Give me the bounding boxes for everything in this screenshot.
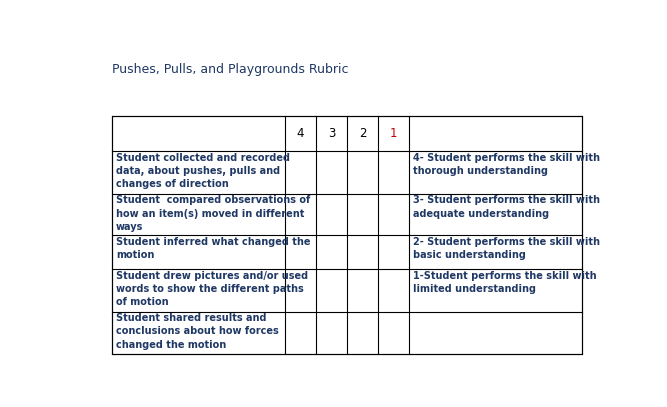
Text: 1: 1	[390, 127, 398, 140]
Text: 2: 2	[359, 127, 366, 140]
Text: Student  compared observations of
how an item(s) moved in different
ways: Student compared observations of how an …	[116, 195, 310, 232]
Text: 3- Student performs the skill with
adequate understanding: 3- Student performs the skill with adequ…	[414, 195, 600, 219]
Text: 4: 4	[297, 127, 304, 140]
Text: 2- Student performs the skill with
basic understanding: 2- Student performs the skill with basic…	[414, 237, 600, 260]
Text: 3: 3	[327, 127, 336, 140]
Text: Student collected and recorded
data, about pushes, pulls and
changes of directio: Student collected and recorded data, abo…	[116, 153, 290, 189]
Text: 1-Student performs the skill with
limited understanding: 1-Student performs the skill with limite…	[414, 271, 597, 294]
Text: Student shared results and
conclusions about how forces
changed the motion: Student shared results and conclusions a…	[116, 313, 279, 350]
Text: Pushes, Pulls, and Playgrounds Rubric: Pushes, Pulls, and Playgrounds Rubric	[112, 63, 348, 76]
Text: Student drew pictures and/or used
words to show the different paths
of motion: Student drew pictures and/or used words …	[116, 271, 308, 307]
Text: Student inferred what changed the
motion: Student inferred what changed the motion	[116, 237, 310, 260]
Text: 4- Student performs the skill with
thorough understanding: 4- Student performs the skill with thoro…	[414, 153, 600, 176]
